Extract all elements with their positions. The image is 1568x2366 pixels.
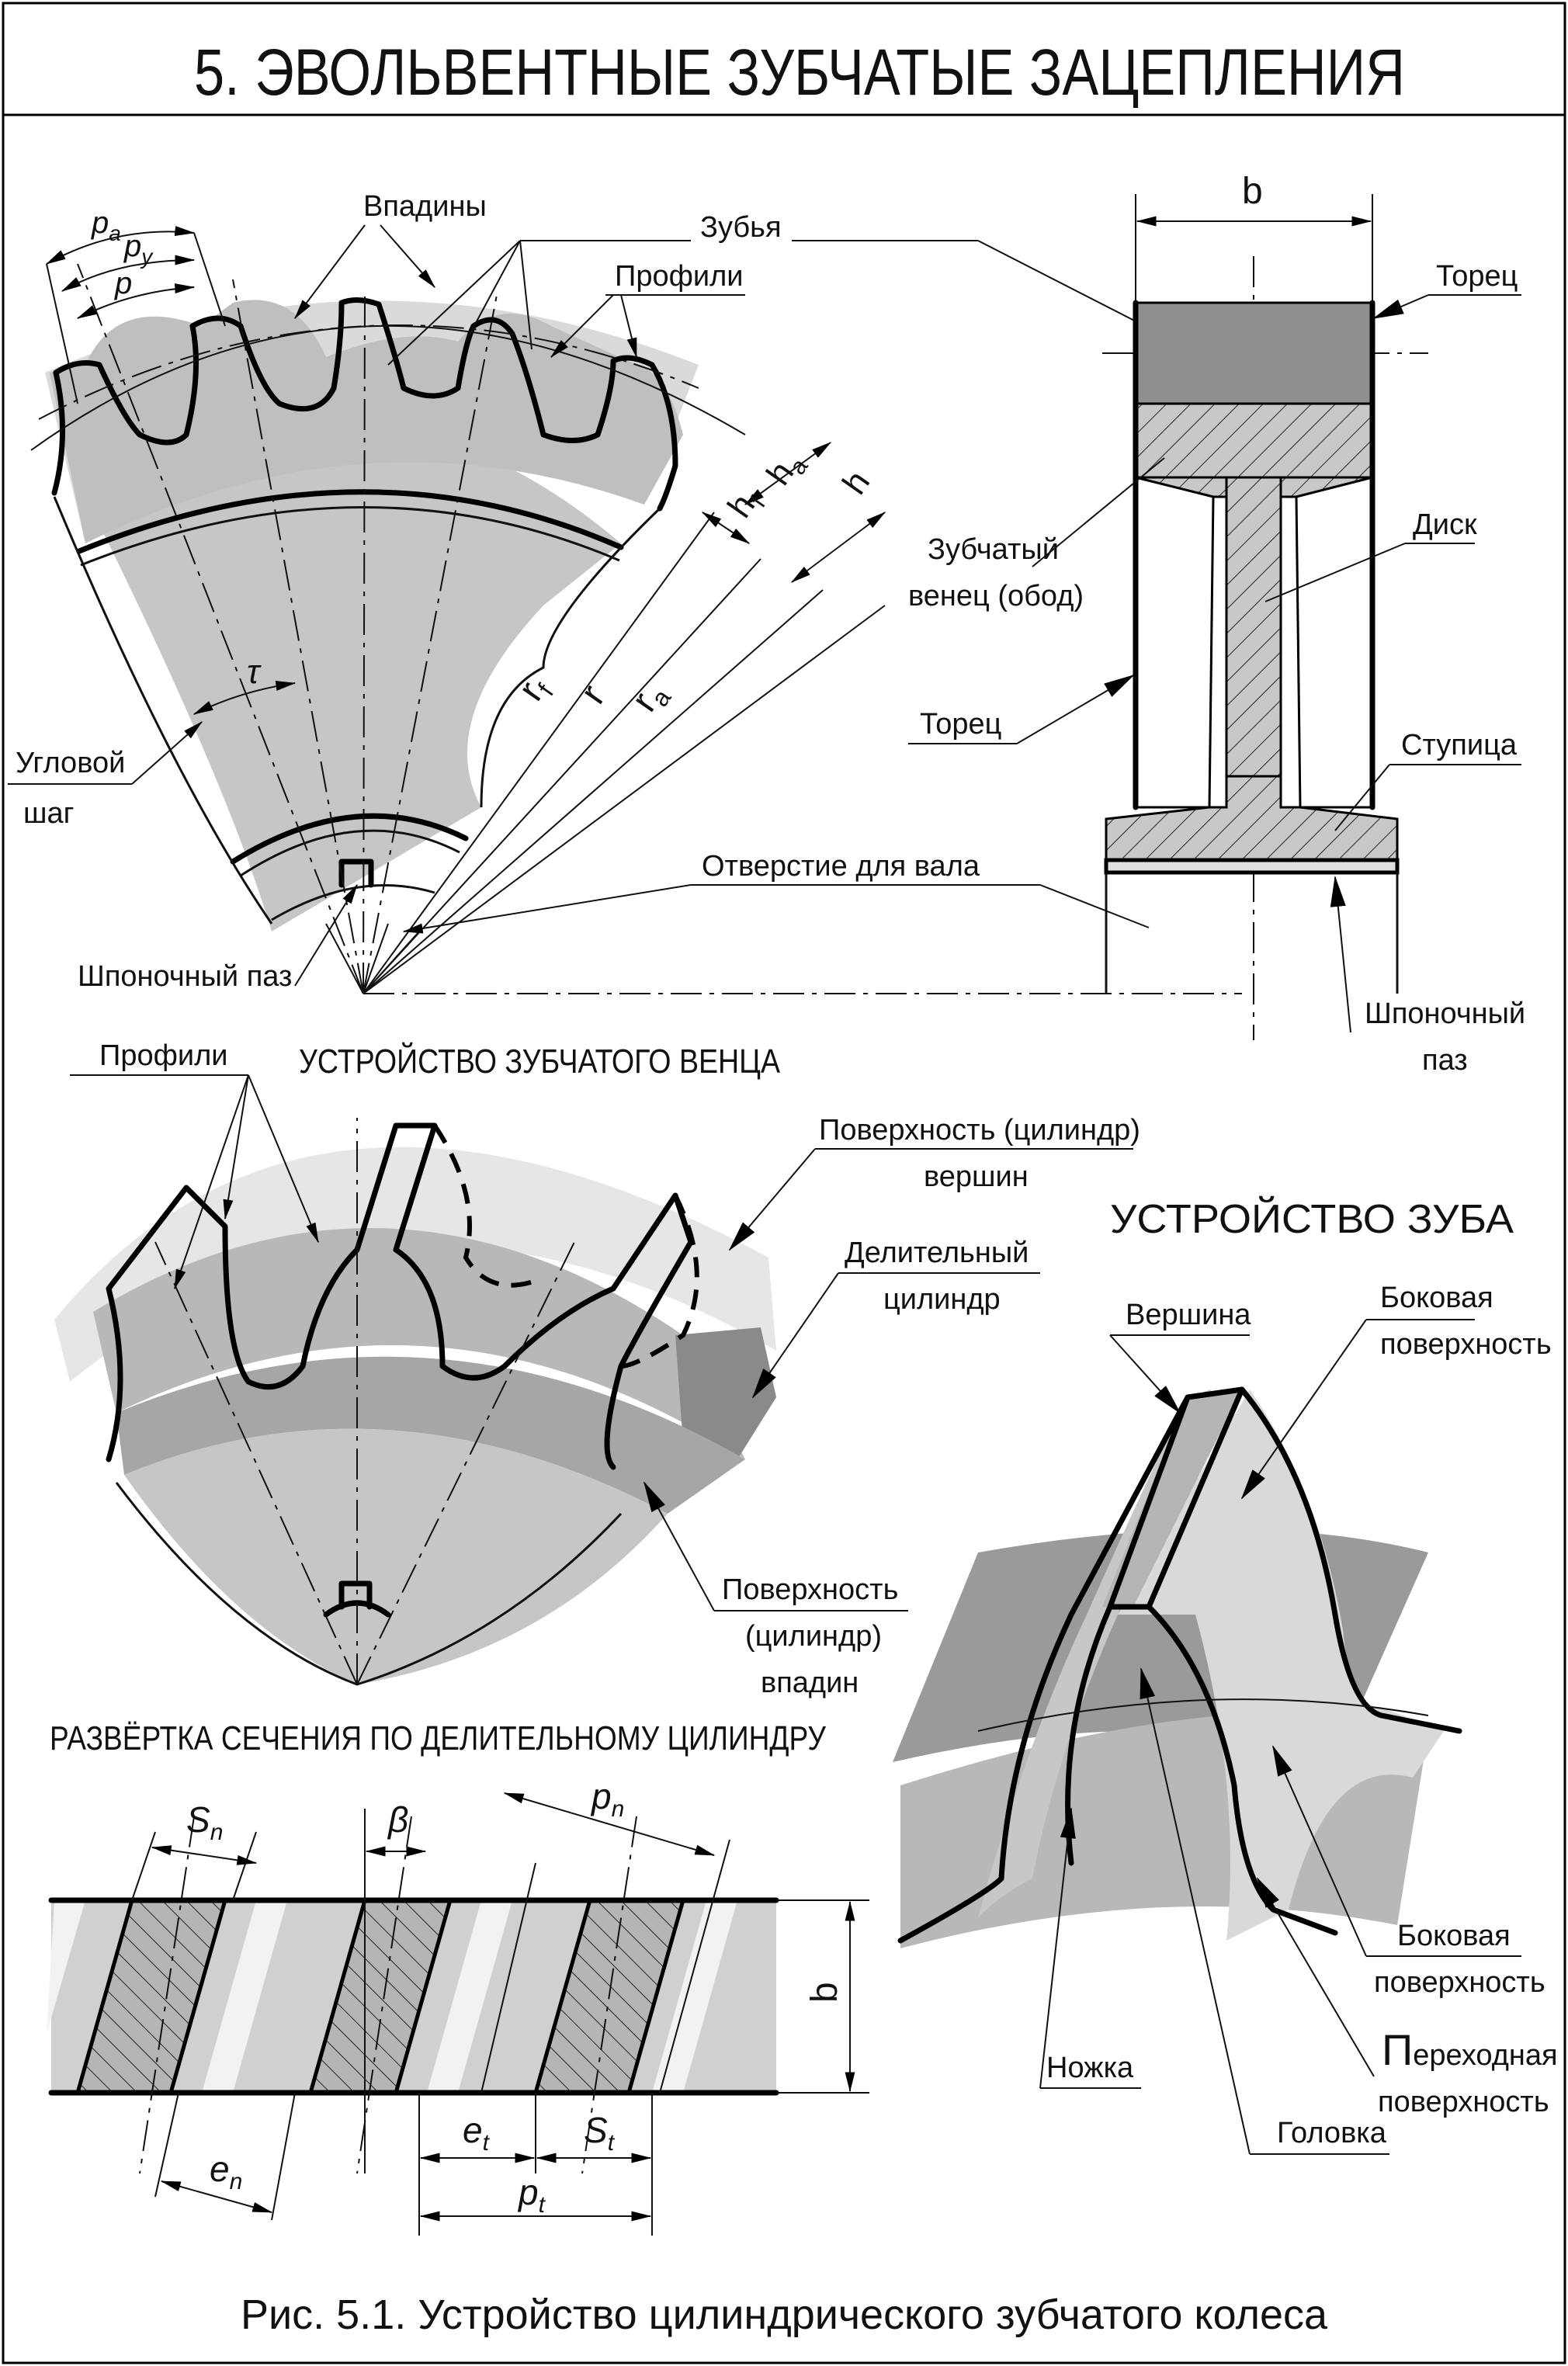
- label-venec-1: Зубчатый: [928, 533, 1059, 566]
- label-torec-top: Торец: [1436, 260, 1518, 293]
- gear-sector-right-edge: [480, 507, 661, 808]
- label-zubya: Зубья: [700, 211, 782, 244]
- page-title: 5. ЭВОЛЬВЕНТНЫЕ ЗУБЧАТЫЕ ЗАЦЕПЛЕНИЯ: [194, 36, 1405, 109]
- tooth-pitch-arc: [977, 1698, 1429, 1732]
- label-profili-top: Профили: [615, 260, 743, 293]
- label-disk: Диск: [1413, 508, 1477, 541]
- label-sn: Sn: [186, 1799, 223, 1845]
- label-h: h: [835, 464, 877, 501]
- label-perehod-1: Переходная: [1382, 2025, 1558, 2074]
- label-otverstie: Отверстие для вала: [702, 850, 980, 883]
- gear-tooth-outline: [51, 297, 678, 512]
- label-pov-vershin-2: вершин: [924, 1160, 1029, 1193]
- label-pov-vpadin-3: впадин: [761, 1667, 859, 1699]
- rim-tooth-section: [1134, 301, 1374, 405]
- label-venec-2: венец (обод): [908, 580, 1084, 612]
- disk-left-web: [1134, 476, 1215, 809]
- label-pn: pn: [590, 1776, 624, 1822]
- root-cylinder-band: [116, 1356, 745, 1514]
- label-bok-bot-1: Боковая: [1397, 1920, 1511, 1952]
- label-p: p: [114, 266, 132, 300]
- section-view: b Торец Зубчатый венец (обод) Диск Торец…: [908, 171, 1525, 1077]
- perehod-rest: ереходная: [1413, 2039, 1557, 2072]
- label-pa: pa: [91, 206, 121, 245]
- label-torec-left: Торец: [920, 708, 1001, 741]
- label-bok-bot-2: поверхность: [1374, 1966, 1545, 1999]
- rim-teeth-outline: [106, 1122, 694, 1470]
- label-delit-2: цилиндр: [883, 1283, 1001, 1316]
- label-py: py: [123, 229, 154, 269]
- pitch-dim-line-p: [76, 283, 196, 319]
- gear-sector-view: pa py p τ hf ha h rf r ra Впадины Зубья …: [8, 190, 1242, 994]
- label-vershina: Вершина: [1126, 1299, 1251, 1331]
- pitch-cylinder-dark-tab: [675, 1327, 776, 1459]
- angular-pitch-arc: [193, 681, 297, 715]
- rim-double-line-outer: [76, 489, 624, 554]
- label-et: et: [463, 2110, 491, 2156]
- label-bok-top-1: Боковая: [1380, 1282, 1493, 1314]
- label-pov-vpadin-1: Поверхность: [722, 1573, 898, 1606]
- label-rim-profili: Профили: [99, 1039, 227, 1072]
- helical-teeth: [47, 1898, 737, 2095]
- figure-caption: Рис. 5.1. Устройство цилиндрического зуб…: [241, 2291, 1328, 2338]
- tooth-view: Вершина Боковая поверхность Боковая пове…: [893, 1282, 1558, 2155]
- rim-teeth-hidden: [432, 1124, 699, 1369]
- pitch-dim-line-py: [61, 255, 196, 292]
- label-ha: ha: [759, 444, 813, 495]
- label-stupica: Ступица: [1401, 729, 1518, 761]
- label-pov-vershin-1: Поверхность (цилиндр): [819, 1114, 1140, 1147]
- disk-section: [1225, 476, 1282, 809]
- section-title-tooth: УСТРОЙСТВО ЗУБА: [1110, 1196, 1514, 1242]
- label-golovka: Головка: [1277, 2117, 1387, 2149]
- label-beta: β: [387, 1799, 408, 1840]
- gear-body-lower: [124, 1428, 668, 1684]
- section-title-development: РАЗВЁРТКА СЕЧЕНИЯ ПО ДЕЛИТЕЛЬНОМУ ЦИЛИНД…: [50, 1719, 827, 1757]
- label-vpadiny: Впадины: [363, 190, 487, 223]
- label-nozhka: Ножка: [1046, 2052, 1134, 2084]
- gear-sector-left-edge: [53, 496, 273, 925]
- label-hf: hf: [720, 481, 771, 528]
- label-ugl-line1: Угловой: [16, 747, 125, 779]
- rim-body-section: [1134, 402, 1374, 479]
- tip-cylinder-surface: [54, 1147, 776, 1382]
- label-b-top: b: [1242, 171, 1263, 212]
- section-title-rim: УСТРОЙСТВО ЗУБЧАТОГО ВЕНЦА: [299, 1041, 781, 1081]
- label-pov-vpadin-2: (цилиндр): [745, 1620, 882, 1653]
- label-tau: τ: [247, 653, 262, 691]
- rim-view: Профили Поверхность (цилиндр) вершин Дел…: [54, 1039, 1140, 1699]
- label-shp-paz: Шпоночный паз: [78, 960, 292, 993]
- label-perehod-2: поверхность: [1378, 2086, 1549, 2118]
- disk-right-web: [1295, 476, 1374, 809]
- label-en: en: [210, 2149, 242, 2194]
- hub-double-line-inner: [240, 829, 460, 877]
- label-bok-top-2: поверхность: [1380, 1328, 1552, 1361]
- shaft-bore: [1105, 873, 1399, 994]
- label-b-side: b: [804, 1982, 845, 2003]
- tooth-flank-right: [1118, 1389, 1444, 1941]
- label-rf: rf: [511, 668, 560, 710]
- label-delit-1: Делительный: [845, 1237, 1029, 1269]
- label-shp-1: Шпоночный: [1365, 997, 1525, 1030]
- label-pt: pt: [517, 2172, 546, 2218]
- hub-double-line-outer: [230, 813, 469, 865]
- label-shp-2: паз: [1422, 1044, 1468, 1077]
- development-view: Sn β pn b et St pt en: [47, 1776, 869, 2236]
- label-ugl-line2: шаг: [23, 797, 74, 830]
- label-st: St: [584, 2110, 616, 2156]
- addendum-arc: [30, 324, 746, 451]
- tooth-top-land: [1102, 1389, 1242, 1607]
- label-r: r: [573, 678, 614, 712]
- gear-body: [85, 422, 621, 931]
- rim-double-line-inner: [80, 506, 620, 567]
- pitch-arc: [38, 324, 699, 420]
- hub-lower-strip: [1104, 858, 1400, 875]
- pitch-cylinder-band: [93, 1228, 745, 1459]
